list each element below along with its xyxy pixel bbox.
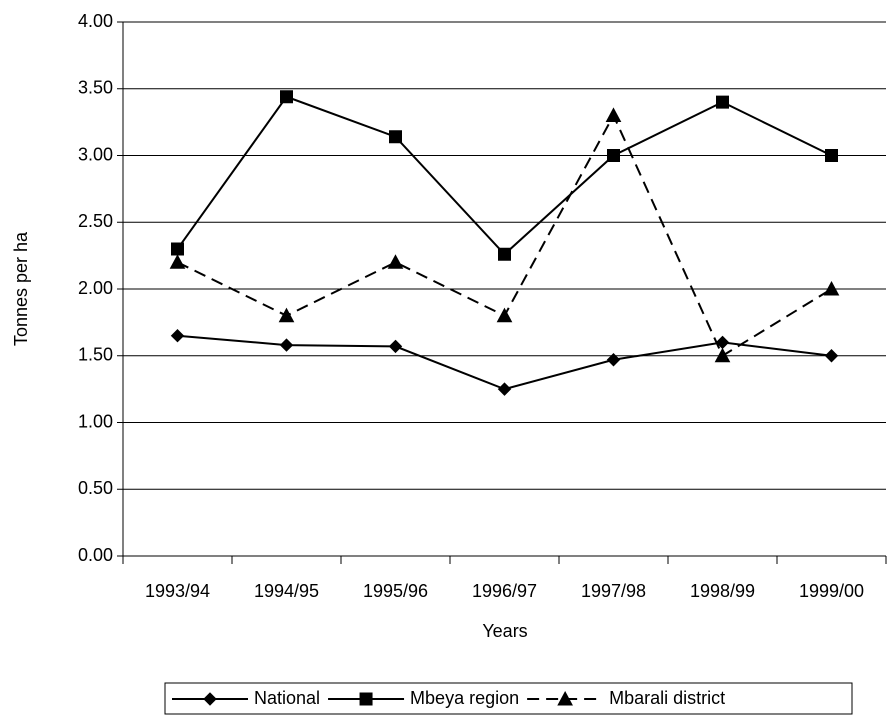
marker (605, 107, 622, 122)
marker (387, 254, 404, 269)
x-tick-label: 1995/96 (363, 581, 428, 601)
x-tick-label: 1999/00 (799, 581, 864, 601)
marker (557, 690, 573, 706)
marker (607, 149, 620, 162)
marker (824, 349, 839, 363)
y-tick-label: 3.00 (78, 144, 113, 164)
series-line (177, 334, 832, 391)
marker (389, 130, 402, 144)
y-tick-label: 3.50 (78, 78, 113, 98)
y-tick-label: 4.00 (78, 11, 113, 31)
legend (164, 682, 853, 715)
marker (825, 149, 838, 162)
marker (170, 329, 185, 343)
x-tick-label: 1993/94 (145, 581, 210, 601)
y-tick-label: 0.50 (78, 478, 113, 498)
marker (388, 339, 403, 354)
x-axis-title: Years (482, 621, 527, 641)
y-tick-label: 2.50 (78, 211, 113, 231)
marker (716, 95, 729, 109)
marker (606, 353, 621, 367)
y-axis-title: Tonnes per ha (11, 231, 31, 346)
x-tick-label: 1997/98 (581, 581, 646, 601)
marker (496, 307, 513, 323)
marker (171, 242, 184, 256)
x-tick-label: 1998/99 (690, 581, 755, 601)
x-tick-label: 1996/97 (472, 581, 537, 601)
y-tick-label: 0.00 (78, 545, 113, 565)
marker (279, 338, 294, 352)
series-line (176, 95, 832, 256)
marker (823, 280, 840, 296)
marker (497, 382, 512, 396)
legend-label: Mbarali district (609, 688, 725, 708)
marker (278, 307, 295, 323)
y-tick-label: 1.00 (78, 411, 113, 431)
marker (359, 692, 373, 706)
marker (169, 254, 186, 269)
marker (714, 347, 731, 363)
marker (203, 692, 217, 706)
y-tick-label: 1.50 (78, 345, 113, 365)
y-tick-label: 2.00 (78, 278, 113, 298)
marker (498, 247, 511, 261)
marker (280, 90, 293, 104)
legend-label: National (254, 688, 320, 708)
legend-label: Mbeya region (410, 688, 519, 708)
x-tick-label: 1994/95 (254, 581, 319, 601)
